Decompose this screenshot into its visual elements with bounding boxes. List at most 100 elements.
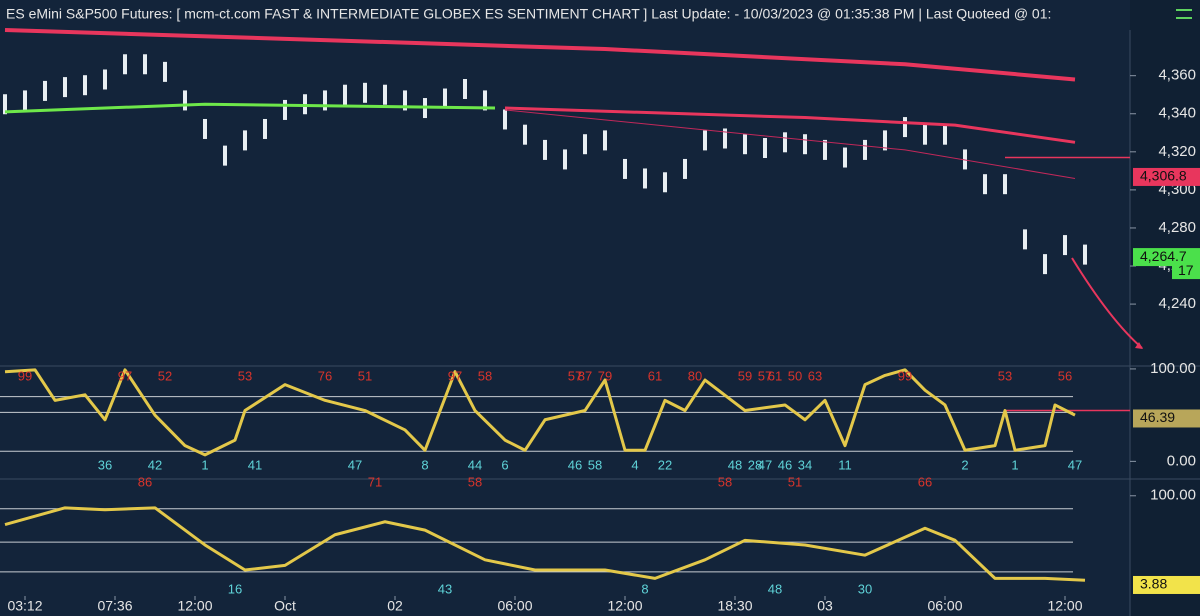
value-label: 52 bbox=[158, 368, 172, 383]
x-tick-label: 12:00 bbox=[177, 598, 212, 614]
price-bar bbox=[363, 82, 367, 103]
value-label: 57 bbox=[568, 368, 582, 383]
value-label: 30 bbox=[858, 581, 872, 596]
value-label: 80 bbox=[688, 368, 702, 383]
projection-arrow bbox=[1071, 257, 1143, 349]
value-label: 41 bbox=[248, 457, 262, 472]
series-line bbox=[504, 106, 1076, 144]
value-label: 34 bbox=[798, 457, 812, 472]
value-label: 46 bbox=[568, 457, 582, 472]
value-label: 2 bbox=[961, 457, 968, 472]
price-bar bbox=[803, 134, 807, 155]
price-bar bbox=[1043, 254, 1047, 275]
price-bar bbox=[583, 134, 587, 155]
price-bar bbox=[63, 77, 67, 98]
value-label: 97 bbox=[118, 368, 132, 383]
price-bar bbox=[503, 109, 507, 130]
price-bar bbox=[1023, 229, 1027, 250]
series-line bbox=[4, 506, 1086, 582]
toolbar-icon[interactable] bbox=[1176, 9, 1192, 19]
value-label: 57 bbox=[758, 368, 772, 383]
value-label: 47 bbox=[758, 457, 772, 472]
price-bar bbox=[523, 124, 527, 145]
value-label: 66 bbox=[918, 474, 932, 489]
price-bar bbox=[443, 88, 447, 109]
value-label: 97 bbox=[448, 368, 462, 383]
price-bar bbox=[623, 158, 627, 179]
price-bar bbox=[103, 69, 107, 90]
x-tick-label: 12:00 bbox=[607, 598, 642, 614]
price-bar bbox=[343, 84, 347, 105]
price-bar bbox=[963, 149, 967, 170]
value-label: 8 bbox=[641, 581, 648, 596]
price-bar bbox=[83, 75, 87, 96]
y-tick-label: 4,240 bbox=[1158, 295, 1196, 312]
last-value-label: 3.88 bbox=[1140, 576, 1167, 592]
y-tick-label: 4,360 bbox=[1158, 67, 1196, 84]
series-line bbox=[504, 109, 1076, 179]
price-bar bbox=[1083, 244, 1087, 265]
price-bar bbox=[823, 139, 827, 160]
arrow-head bbox=[1135, 342, 1143, 349]
last-value-flag bbox=[1133, 575, 1200, 594]
x-tick-label: Oct bbox=[274, 598, 296, 614]
x-tick-label: 03:12 bbox=[7, 598, 42, 614]
value-label: 43 bbox=[438, 581, 452, 596]
value-label: 8 bbox=[421, 457, 428, 472]
value-label: 44 bbox=[468, 457, 482, 472]
price-bar bbox=[563, 149, 567, 170]
x-tick-label: 12:00 bbox=[1047, 598, 1082, 614]
value-label: 58 bbox=[478, 368, 492, 383]
value-label: 1 bbox=[1011, 457, 1018, 472]
price-bar bbox=[163, 61, 167, 82]
x-tick-label: 06:00 bbox=[497, 598, 532, 614]
series-line bbox=[4, 28, 1076, 82]
x-tick-label: 03 bbox=[817, 598, 833, 614]
y-tick-label: 4,340 bbox=[1158, 105, 1196, 122]
last-value-label: 4,264.7 bbox=[1140, 248, 1187, 264]
price-bar bbox=[243, 130, 247, 151]
value-label: 53 bbox=[238, 368, 252, 383]
price-bar bbox=[143, 54, 147, 75]
value-label: 48 bbox=[768, 581, 782, 596]
value-label: 4 bbox=[631, 457, 638, 472]
price-bar bbox=[743, 134, 747, 155]
last-value-label: 46.39 bbox=[1140, 409, 1175, 425]
price-bar bbox=[643, 168, 647, 189]
x-tick-label: 02 bbox=[387, 598, 403, 614]
y-tick-label: 4,320 bbox=[1158, 143, 1196, 160]
price-bar bbox=[923, 124, 927, 145]
value-label: 86 bbox=[138, 474, 152, 489]
price-bar bbox=[943, 124, 947, 145]
value-label: 58 bbox=[588, 457, 602, 472]
timer-label: 17 bbox=[1178, 262, 1194, 278]
price-bar bbox=[903, 117, 907, 138]
value-label: 47 bbox=[348, 457, 362, 472]
last-value-flag bbox=[1133, 167, 1200, 186]
price-bar bbox=[43, 80, 47, 101]
y-tick-label: 100.00 bbox=[1150, 360, 1196, 377]
y-tick-label: 0.00 bbox=[1167, 452, 1196, 469]
price-bar bbox=[23, 90, 27, 111]
value-label: 63 bbox=[808, 368, 822, 383]
price-bar bbox=[403, 90, 407, 111]
price-bar bbox=[883, 130, 887, 151]
price-bar bbox=[1003, 174, 1007, 195]
value-label: 56 bbox=[1058, 368, 1072, 383]
price-bar bbox=[263, 118, 267, 139]
price-bar bbox=[203, 118, 207, 139]
chart-title: ES eMini S&P500 Futures: [ mcm-ct.com FA… bbox=[6, 6, 1051, 22]
x-tick-label: 06:00 bbox=[927, 598, 962, 614]
x-tick-label: 18:30 bbox=[717, 598, 752, 614]
price-bar bbox=[683, 158, 687, 179]
value-label: 99 bbox=[898, 368, 912, 383]
last-value-label: 4,306.8 bbox=[1140, 168, 1187, 184]
price-bar bbox=[1063, 235, 1067, 256]
value-label: 51 bbox=[788, 474, 802, 489]
price-bar bbox=[603, 130, 607, 151]
price-bar bbox=[3, 94, 7, 115]
value-label: 53 bbox=[998, 368, 1012, 383]
price-bar bbox=[323, 90, 327, 111]
price-bar bbox=[863, 139, 867, 160]
